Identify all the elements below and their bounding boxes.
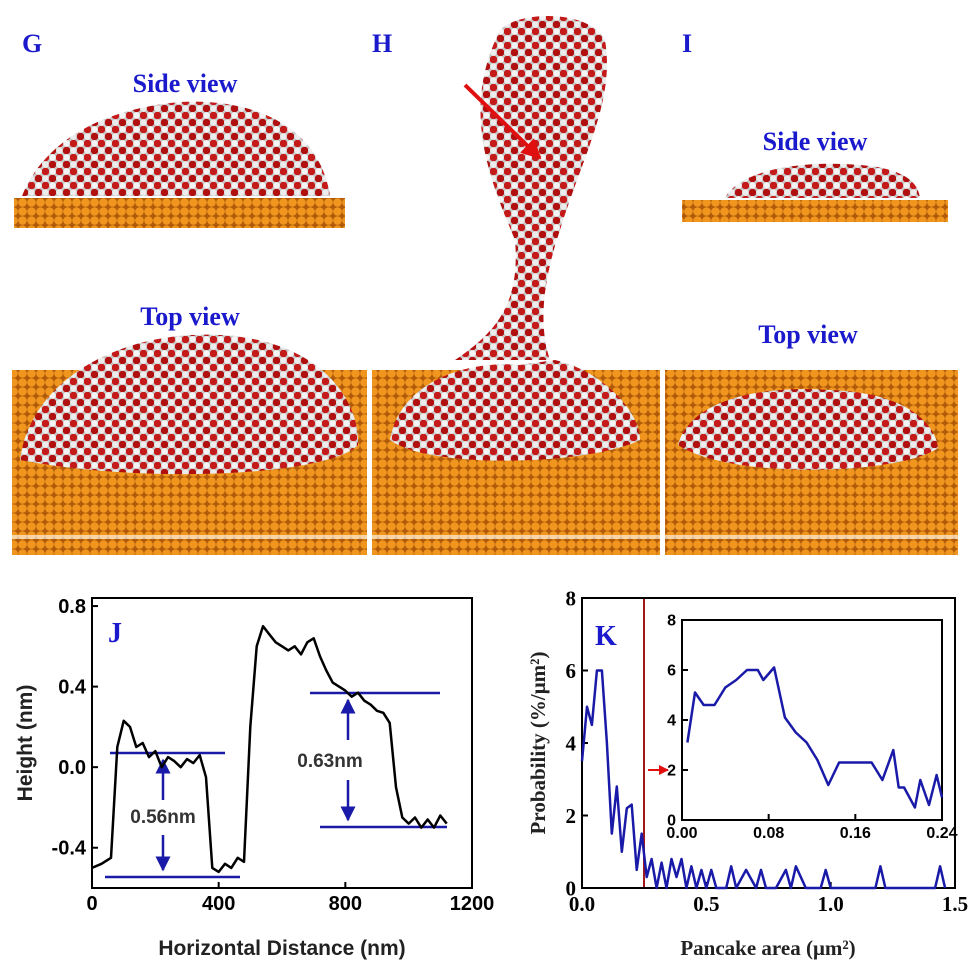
y-axis-label: Height (nm) [14, 685, 37, 802]
droplet-column [455, 16, 607, 360]
droplet [725, 164, 920, 198]
view-label: Top view [758, 320, 858, 349]
view-label: Side view [763, 127, 868, 156]
y-tick-label: 0 [566, 876, 577, 900]
data-line [92, 626, 447, 872]
y-tick-label: 0 [667, 813, 676, 830]
x-axis-label: Horizontal Distance (nm) [158, 937, 405, 960]
x-tick-label: 0.16 [840, 825, 871, 842]
x-axis-label: Pancake area (μm²) [680, 936, 855, 960]
y-tick-label: 0.8 [58, 596, 86, 618]
panel-label: J [108, 618, 122, 649]
y-tick-label: 6 [667, 663, 676, 680]
y-tick-label: 0.4 [58, 677, 87, 699]
droplet [20, 335, 358, 475]
y-tick-label: 8 [667, 613, 676, 630]
x-tick-label: 0.24 [926, 825, 957, 842]
view-label: Top view [140, 302, 240, 331]
y-tick-label: 0.0 [58, 757, 86, 779]
x-tick-label: 1.0 [818, 892, 844, 916]
x-tick-label: 0.5 [693, 892, 719, 916]
slab [14, 198, 345, 228]
panel-label: H [372, 29, 392, 58]
x-tick-label: 800 [329, 893, 362, 915]
annotation: 0.63nm [297, 751, 362, 772]
droplet [22, 102, 330, 196]
y-tick-label: 8 [566, 586, 577, 610]
y-tick-label: 2 [667, 763, 676, 780]
x-tick-label: 1.5 [942, 892, 968, 916]
panel-label: G [22, 29, 42, 58]
x-tick-label: 0.08 [753, 825, 784, 842]
figure: G H I Side view Top view Side view Top v… [0, 0, 971, 971]
y-tick-label: 6 [566, 659, 577, 683]
plot-frame [92, 598, 472, 888]
panel-label: I [682, 29, 692, 58]
slab [682, 200, 948, 222]
y-tick-label: -0.4 [52, 838, 87, 860]
y-tick-label: 2 [566, 804, 577, 828]
annotation: 0.56nm [130, 807, 195, 828]
panel-label: K [595, 621, 617, 652]
slab-edge [12, 535, 958, 539]
view-label: Side view [133, 69, 238, 98]
x-tick-label: 1200 [450, 893, 495, 915]
y-tick-label: 4 [566, 731, 577, 755]
plot-frame [682, 620, 942, 820]
x-tick-label: 400 [202, 893, 235, 915]
y-tick-label: 4 [667, 713, 676, 730]
x-tick-label: 0 [86, 893, 97, 915]
y-axis-label: Probability (%/μm²) [526, 652, 550, 835]
